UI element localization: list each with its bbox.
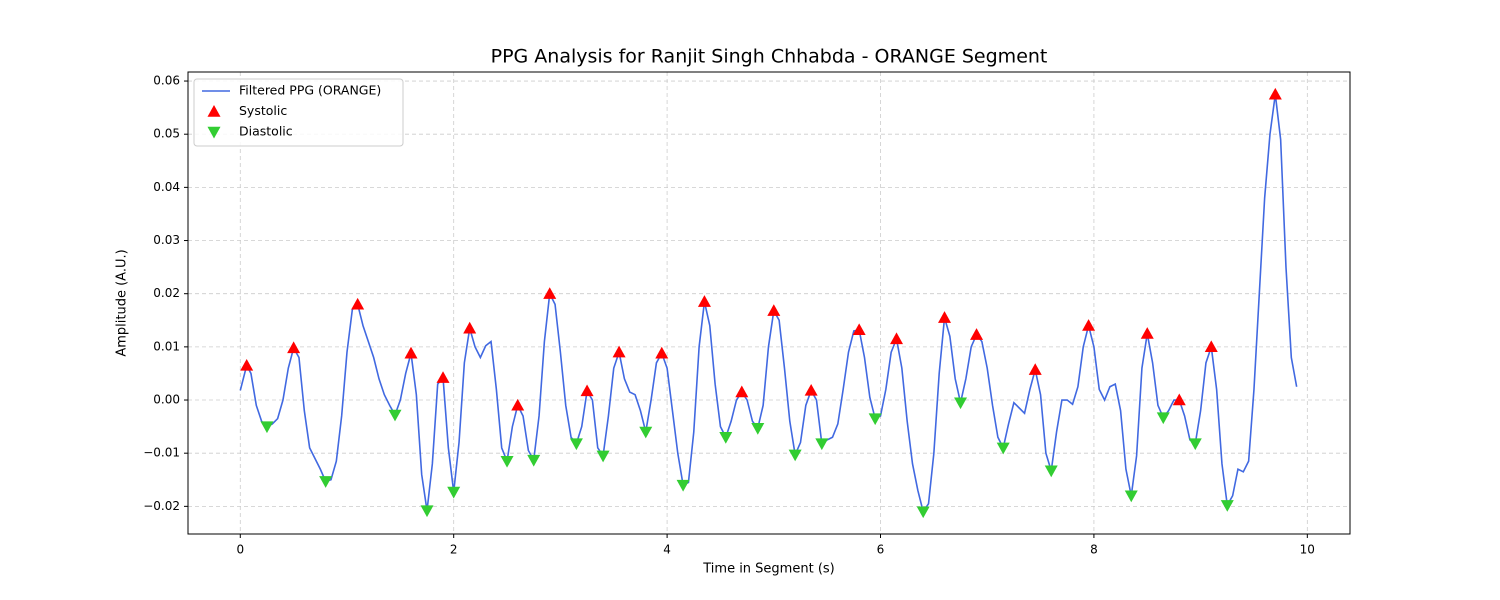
y-tick-label: 0.03 [153, 233, 180, 247]
systolic-marker [351, 297, 365, 310]
systolic-marker [1140, 327, 1154, 339]
systolic-marker [1082, 319, 1096, 331]
y-tick-label: 0.01 [153, 339, 180, 353]
y-tick-label: 0.02 [153, 286, 180, 300]
diastolic-marker [569, 438, 583, 451]
diastolic-marker [500, 455, 514, 468]
systolic-marker [463, 321, 477, 334]
legend-swatch [207, 105, 221, 117]
systolic-marker [970, 328, 984, 340]
systolic-marker [767, 304, 781, 316]
diastolic-marker [868, 413, 882, 426]
x-tick-label: 10 [1300, 543, 1315, 557]
diastolic-marker [447, 486, 461, 499]
diastolic-marker [1188, 438, 1202, 451]
diastolic-marker [788, 449, 802, 462]
x-tick-label: 8 [1090, 543, 1098, 557]
systolic-marker [1204, 340, 1218, 353]
systolic-marker [1268, 87, 1282, 100]
systolic-marker [511, 398, 525, 411]
diastolic-marker [1156, 412, 1170, 425]
systolic-marker [612, 345, 626, 358]
diastolic-marker [916, 506, 930, 519]
systolic-marker [697, 295, 711, 307]
systolic-marker [890, 332, 904, 345]
y-tick-label: 0.00 [153, 393, 180, 407]
legend-swatch [207, 126, 221, 139]
series-line [239, 94, 1298, 514]
systolic-marker [1172, 393, 1186, 406]
diastolic-marker [596, 450, 610, 463]
systolic-marker [852, 323, 866, 336]
diastolic-marker [527, 454, 541, 467]
systolic-marker [1028, 363, 1042, 375]
x-tick-label: 6 [877, 543, 885, 557]
diastolic-marker [388, 409, 402, 422]
y-tick-label: 0.05 [153, 127, 180, 141]
diastolic-marker [319, 476, 333, 488]
y-axis-label: Amplitude (A.U.) [115, 249, 130, 356]
y-tick-label: −0.02 [143, 499, 180, 513]
systolic-marker [735, 385, 749, 398]
diastolic-marker [420, 505, 434, 518]
diastolic-marker [719, 432, 733, 444]
diastolic-marker [954, 397, 968, 410]
diastolic-marker [1220, 500, 1234, 512]
systolic-marker [804, 383, 818, 396]
systolic-marker [580, 384, 594, 397]
chart-title: PPG Analysis for Ranjit Singh Chhabda - … [491, 46, 1048, 68]
y-tick-label: 0.04 [153, 180, 180, 194]
diastolic-marker [1044, 465, 1058, 478]
legend-label: Diastolic [239, 124, 293, 139]
diastolic-marker [815, 438, 829, 451]
legend-label: Filtered PPG (ORANGE) [239, 83, 381, 98]
systolic-marker [436, 371, 450, 383]
systolic-marker [287, 341, 301, 354]
y-tick-label: 0.06 [153, 74, 180, 88]
diastolic-marker [260, 421, 274, 434]
systolic-marker [543, 287, 557, 299]
x-tick-label: 0 [236, 543, 244, 557]
systolic-marker [404, 346, 418, 359]
legend-box [193, 78, 404, 147]
diastolic-marker [1124, 490, 1138, 503]
y-tick-label: −0.01 [143, 446, 180, 460]
x-tick-label: 4 [663, 543, 671, 557]
legend-label: Systolic [239, 103, 287, 118]
systolic-marker [938, 311, 952, 323]
x-tick-label: 2 [450, 543, 458, 557]
diastolic-marker [676, 479, 690, 492]
plot-frame [187, 71, 1351, 535]
diastolic-marker [751, 423, 765, 435]
diastolic-marker [996, 442, 1010, 455]
systolic-marker [655, 346, 669, 359]
x-axis-label: Time in Segment (s) [702, 562, 834, 577]
diastolic-marker [639, 426, 653, 439]
systolic-marker [240, 358, 254, 371]
